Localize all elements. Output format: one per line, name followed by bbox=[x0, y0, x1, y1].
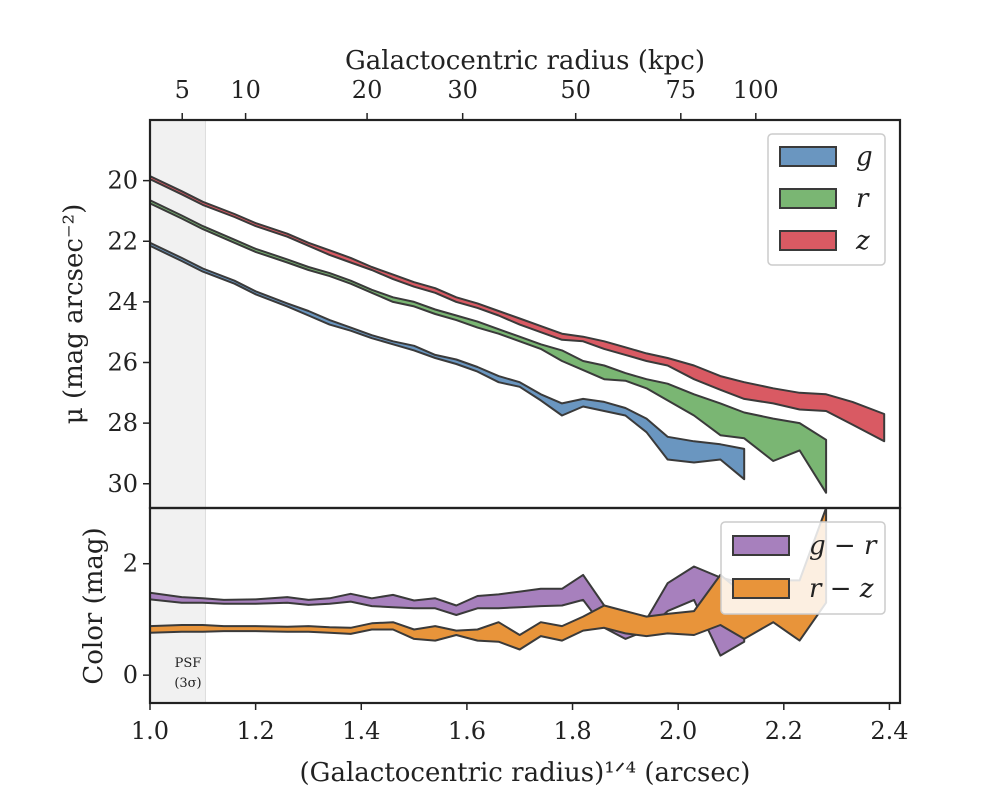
legend-swatch bbox=[779, 230, 837, 251]
series-band-r-band bbox=[150, 199, 828, 494]
series-group-top-0 bbox=[150, 241, 746, 481]
axes-frame-layer bbox=[148, 118, 902, 705]
top-x-tick-label: 100 bbox=[733, 76, 779, 104]
psf-label: PSF bbox=[175, 656, 202, 671]
top-x-tick-label: 75 bbox=[666, 76, 697, 104]
series-band-gr-band bbox=[150, 565, 746, 657]
bottom-y-tick-label: 0 bbox=[123, 661, 138, 689]
x-tick-label: 2.2 bbox=[765, 717, 803, 745]
bottom-y-axis-label: Color (mag) bbox=[79, 527, 109, 684]
top-x-tick-label: 30 bbox=[447, 76, 478, 104]
series-group-top-1 bbox=[150, 199, 828, 494]
series-group-top-2 bbox=[150, 175, 886, 443]
legend-layer: grz g − r r − z bbox=[720, 133, 886, 615]
x-axis-label: (Galactocentric radius)¹ᐟ⁴ (arcsec) bbox=[300, 758, 751, 788]
x-tick-label: 1.8 bbox=[553, 717, 591, 745]
legend-label: g − r bbox=[809, 531, 878, 561]
series-band-g-band bbox=[150, 241, 746, 481]
x-tick-label: 2.4 bbox=[870, 717, 908, 745]
axis-label-layer: Galactocentric radius (kpc) (Galactocentr… bbox=[59, 46, 750, 788]
top-x-axis-label: Galactocentric radius (kpc) bbox=[345, 46, 705, 76]
top-y-tick-label: 20 bbox=[107, 167, 138, 195]
x-tick-label: 1.2 bbox=[237, 717, 275, 745]
top-y-tick-label: 28 bbox=[107, 409, 138, 437]
top-x-tick-label: 10 bbox=[230, 76, 261, 104]
legend-swatch bbox=[732, 535, 790, 556]
legend-swatch bbox=[779, 146, 837, 167]
psf-sigma-label: (3σ) bbox=[174, 676, 201, 691]
top-x-tick-label: 50 bbox=[560, 76, 591, 104]
top-y-tick-label: 22 bbox=[107, 227, 138, 255]
top-x-tick-label: 5 bbox=[175, 76, 190, 104]
x-tick-label: 1.0 bbox=[131, 717, 169, 745]
x-tick-label: 2.0 bbox=[659, 717, 697, 745]
legend-swatch bbox=[732, 578, 790, 599]
top-x-tick-label: 20 bbox=[352, 76, 383, 104]
series-band-z-band bbox=[150, 175, 886, 443]
top-y-tick-label: 24 bbox=[107, 288, 138, 316]
legend-label: g bbox=[856, 142, 873, 172]
legend-swatch bbox=[779, 188, 837, 209]
top-y-axis-label: μ (mag arcsec⁻²) bbox=[59, 204, 89, 424]
x-tick-label: 1.4 bbox=[342, 717, 380, 745]
top-y-tick-label: 30 bbox=[107, 470, 138, 498]
legend-label: z bbox=[855, 226, 870, 256]
legend-label: r bbox=[856, 184, 870, 214]
bottom-y-tick-label: 2 bbox=[123, 550, 138, 578]
top-y-tick-label: 26 bbox=[107, 349, 138, 377]
x-tick-label: 1.6 bbox=[448, 717, 486, 745]
series-group-bot-0 bbox=[150, 565, 746, 657]
legend-label: r − z bbox=[809, 574, 874, 604]
bottom-panel-frame bbox=[148, 506, 902, 705]
tick-layer: 1.0 1.2 1.4 1.6 1.8 2.0 2.2 2.45 10 20 30 50 75 10020… bbox=[107, 76, 908, 745]
